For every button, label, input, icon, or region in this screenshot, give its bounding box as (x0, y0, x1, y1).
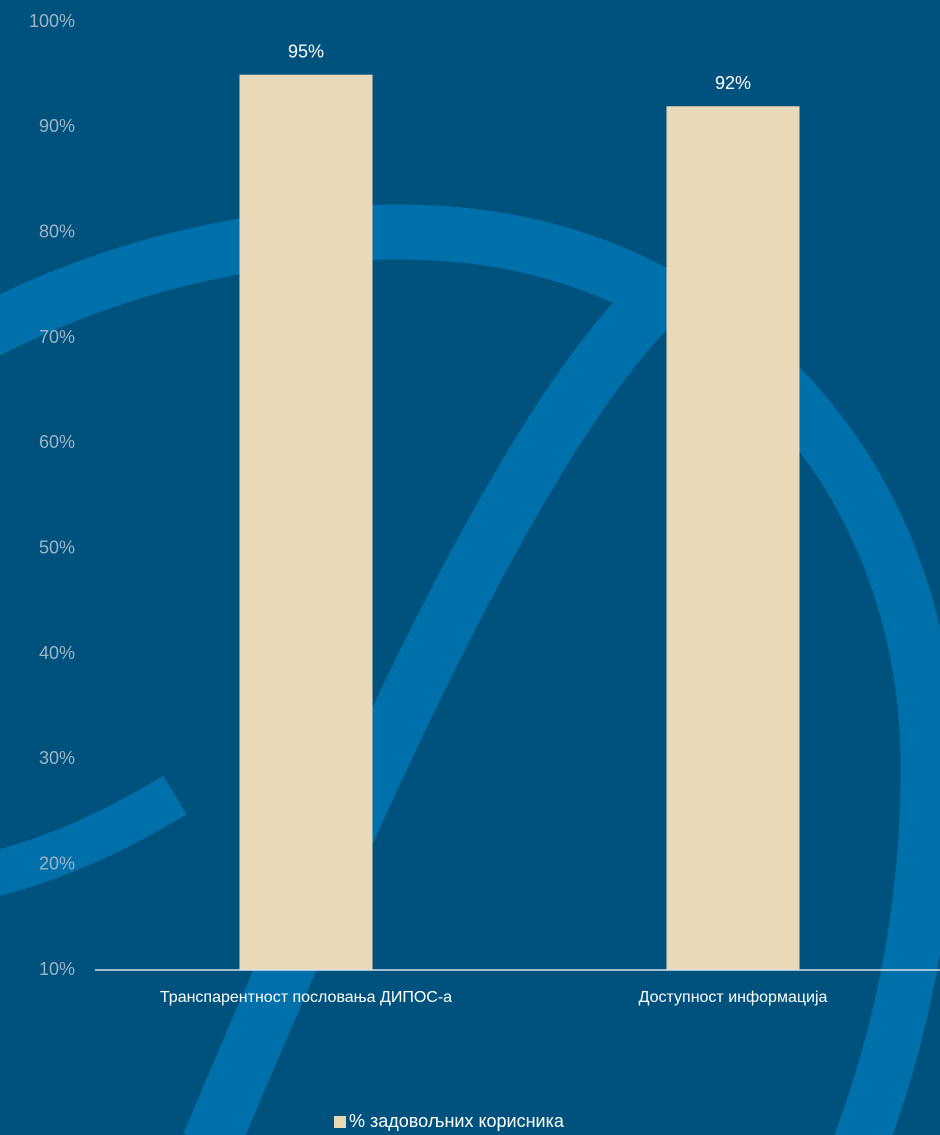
y-tick-label: 60% (39, 432, 75, 452)
y-tick-label: 70% (39, 327, 75, 347)
y-tick-label: 80% (39, 221, 75, 241)
y-tick-label: 30% (39, 748, 75, 768)
y-tick-label: 50% (39, 537, 75, 557)
decor-arc-small (0, 775, 187, 896)
y-tick-label: 100% (29, 11, 75, 31)
decor-diagonal (183, 274, 681, 1135)
x-tick-label: Доступност информација (639, 989, 828, 1006)
value-label: 92% (715, 73, 751, 93)
bar (239, 74, 373, 970)
bar (666, 106, 800, 971)
value-label: 95% (288, 41, 324, 61)
x-tick-label: Транспарентност пословања ДИПОС-а (160, 989, 452, 1006)
y-tick-label: 90% (39, 116, 75, 136)
y-tick-label: 10% (39, 959, 75, 979)
y-tick-label: 20% (39, 853, 75, 873)
y-tick-label: 40% (39, 643, 75, 663)
legend-swatch (334, 1116, 346, 1128)
legend-label: % задовољних корисника (349, 1111, 565, 1131)
